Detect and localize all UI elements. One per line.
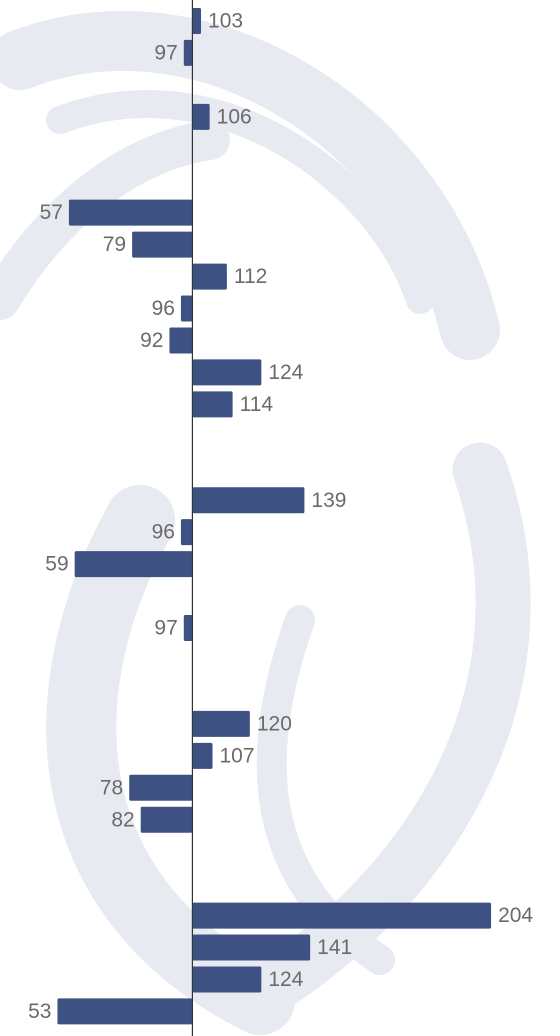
bar (192, 487, 304, 513)
data-label: 103 (208, 10, 243, 33)
data-label: 53 (28, 1000, 51, 1023)
bar (69, 200, 192, 226)
data-label: 141 (317, 936, 352, 959)
background-brush (0, 41, 503, 1000)
data-label: 79 (103, 233, 126, 256)
bar (184, 40, 193, 66)
bar (184, 615, 193, 641)
bar (192, 391, 232, 417)
data-label: 97 (154, 41, 177, 64)
data-label: 78 (100, 776, 123, 799)
bar (129, 775, 192, 801)
bar (169, 327, 192, 353)
data-label: 124 (268, 361, 303, 384)
bar (132, 232, 192, 258)
data-label: 124 (268, 968, 303, 991)
bar (192, 966, 261, 992)
bar (192, 359, 261, 385)
data-label: 204 (498, 904, 533, 927)
bar (181, 296, 192, 322)
bar (192, 8, 201, 34)
bar (192, 711, 249, 737)
bar (192, 743, 212, 769)
data-label: 59 (45, 553, 68, 576)
bar (75, 551, 193, 577)
data-label: 112 (234, 265, 267, 288)
bar (192, 264, 226, 290)
bar (192, 903, 491, 929)
data-label: 139 (311, 489, 346, 512)
data-label: 97 (154, 617, 177, 640)
data-label: 92 (140, 329, 163, 352)
data-label: 57 (40, 201, 63, 224)
bar (192, 935, 310, 961)
data-label: 106 (217, 105, 252, 128)
bar (192, 104, 209, 130)
bar (141, 807, 193, 833)
bar (57, 998, 192, 1024)
data-label: 96 (152, 521, 175, 544)
data-label: 107 (220, 744, 255, 767)
data-label: 120 (257, 712, 292, 735)
data-label: 96 (152, 297, 175, 320)
data-label: 114 (240, 393, 274, 416)
bar (181, 519, 192, 545)
chart: 103 97 106 57 79 112 96 92 124 114 139 96 59 97 120107… (0, 0, 560, 1036)
data-label: 82 (111, 808, 134, 831)
